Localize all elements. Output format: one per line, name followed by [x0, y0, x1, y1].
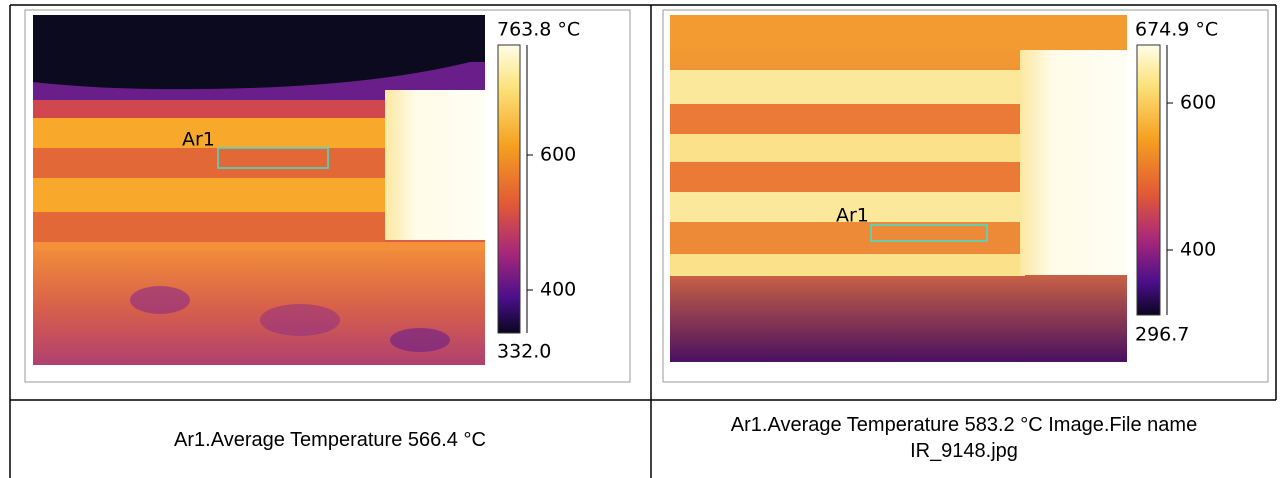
area-label: Ar1 [836, 205, 869, 227]
colorbar-min: 296.7 [1135, 324, 1189, 346]
colorbar [1137, 45, 1160, 315]
caption: Ar1.Average Temperature 566.4 °C [30, 427, 630, 453]
colorbar-tick-label: 600 [540, 144, 576, 166]
colorbar-tick-label: 400 [1180, 239, 1216, 261]
colorbar-tick-label: 400 [540, 279, 576, 301]
colorbar-max: 674.9 °C [1135, 19, 1218, 41]
page: {"panels": [ {"colorbar": {"max_label": … [0, 0, 1283, 478]
colorbar-max: 763.8 °C [497, 19, 580, 41]
colorbar-min: 332.0 [497, 341, 551, 363]
colorbar-tick-label: 600 [1180, 92, 1216, 114]
caption: Ar1.Average Temperature 583.2 °C Image.F… [724, 412, 1204, 464]
thermal-image [33, 15, 485, 365]
colorbar [498, 45, 520, 333]
area-label: Ar1 [182, 129, 215, 151]
document-table: Ar1 763.8 °C 332.0 600 400 Ar1 674.9 °C … [0, 0, 1283, 478]
thermal-image [670, 15, 1127, 362]
